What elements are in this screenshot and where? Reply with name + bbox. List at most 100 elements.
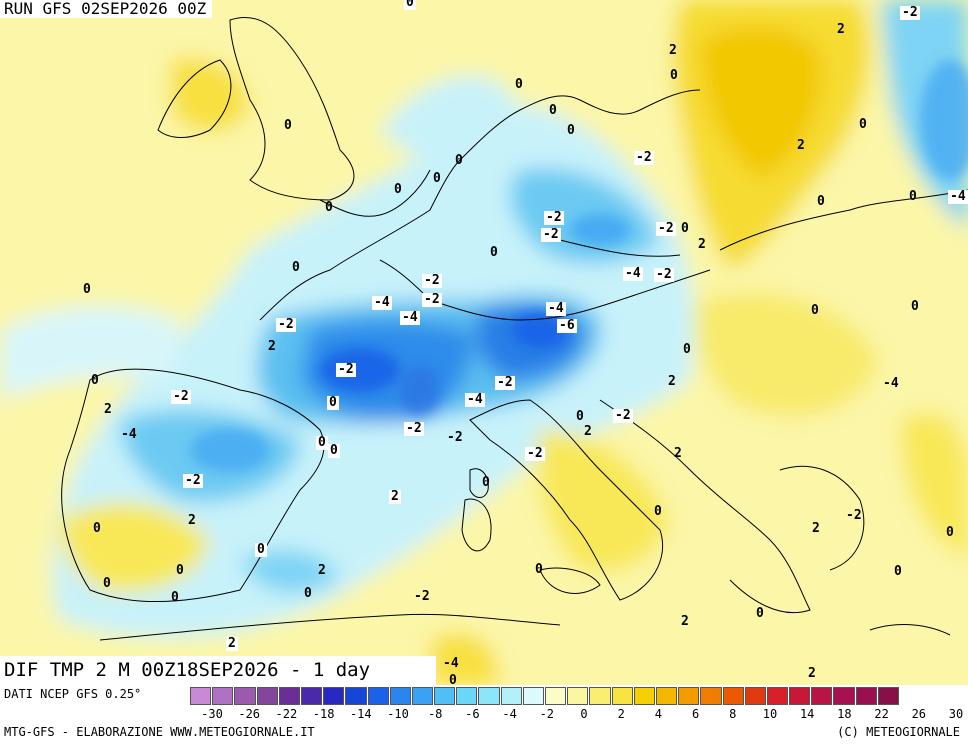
- contour-label: -4: [400, 310, 420, 325]
- color-scale-tick-label: 30: [948, 707, 964, 721]
- color-scale-swatch: [500, 687, 522, 705]
- color-scale-tick-label: -8: [427, 707, 443, 721]
- contour-label: 0: [455, 153, 463, 168]
- contour-label: 2: [584, 424, 592, 439]
- anomaly-detail: [190, 60, 968, 472]
- contour-label: -2: [183, 473, 203, 488]
- data-source-label: DATI NCEP GFS 0.25°: [4, 687, 142, 701]
- color-scale-swatch: [411, 687, 434, 705]
- copyright-label: (C) METEOGIORNALE: [837, 725, 960, 739]
- color-scale-tick-label: 0: [580, 707, 588, 721]
- color-scale-swatch: [367, 687, 389, 705]
- contour-label: -2: [544, 210, 564, 225]
- contour-label: 2: [837, 22, 845, 37]
- contour-label: 2: [226, 636, 238, 651]
- contour-label: 0: [515, 77, 523, 92]
- color-scale-swatch: [278, 687, 300, 705]
- contour-label: -2: [336, 362, 356, 377]
- contour-label: 0: [894, 564, 902, 579]
- coastlines-and-borders: [61, 16, 968, 641]
- contour-label: 0: [946, 525, 954, 540]
- color-scale-ticks: -30 -26 -22 -18 -14 -10 -8 -6 -4 -2 0 2 4 6 8 10 14 18 22 2…: [190, 707, 968, 723]
- color-scale-swatch: [478, 687, 500, 705]
- contour-label: 2: [812, 521, 820, 536]
- contour-label: 0: [433, 171, 441, 186]
- color-scale-swatch: [589, 687, 611, 705]
- color-scale-swatch: [877, 687, 899, 705]
- contour-label: -2: [846, 508, 862, 523]
- color-scale-tick-label: 2: [617, 707, 625, 721]
- contour-label: -6: [557, 318, 577, 333]
- contour-label: -2: [495, 375, 515, 390]
- temperature-anomaly-map: RUN GFS 02SEP2026 00Z 0 -2 2 0 2 0 0 0 0…: [0, 0, 968, 685]
- color-scale-swatch: [811, 687, 833, 705]
- contour-label: -2: [900, 5, 920, 20]
- contour-label: 0: [490, 245, 498, 260]
- contour-label: -2: [656, 221, 676, 236]
- color-scale-swatch: [789, 687, 811, 705]
- contour-label: 0: [817, 194, 825, 209]
- contour-label: -2: [422, 292, 442, 307]
- contour-label: 0: [859, 117, 867, 132]
- color-scale-swatch: [678, 687, 700, 705]
- color-scale-tick-label: 26: [911, 707, 927, 721]
- contour-label: 0: [93, 521, 101, 536]
- color-scale-swatch: [190, 687, 212, 705]
- contour-label: 2: [797, 138, 805, 153]
- color-scale-swatch: [522, 687, 544, 705]
- color-scale-tick-label: 8: [729, 707, 737, 721]
- color-scale-swatch: [456, 687, 478, 705]
- color-scale-swatch: [389, 687, 411, 705]
- contour-label: -2: [525, 446, 545, 461]
- contour-label: -2: [171, 389, 191, 404]
- contour-label: -4: [443, 656, 459, 671]
- color-scale-tick-label: -2: [539, 707, 555, 721]
- contour-label: -2: [422, 273, 442, 288]
- contour-label: -2: [541, 227, 561, 242]
- color-scale-swatch: [633, 687, 655, 705]
- color-scale-tick-label: 6: [691, 707, 700, 721]
- color-scale-tick-label: -10: [387, 707, 409, 721]
- contour-label: 0: [394, 182, 402, 197]
- contour-label: 0: [549, 103, 557, 118]
- contour-label: -4: [623, 266, 643, 281]
- color-scale-tick-label: -4: [502, 707, 517, 721]
- map-canvas: [0, 0, 968, 685]
- contour-label: 0: [681, 221, 689, 236]
- color-scale-swatch: [545, 687, 567, 705]
- color-scale-swatch: [300, 687, 323, 705]
- contour-label: 0: [304, 586, 312, 601]
- contour-label: 0: [670, 68, 678, 83]
- contour-label: 0: [576, 409, 584, 424]
- color-scale-swatch: [855, 687, 877, 705]
- contour-label: 0: [449, 673, 457, 686]
- color-scale-swatch: [833, 687, 855, 705]
- contour-label: 0: [404, 0, 416, 10]
- product-title: DIF TMP 2 M 00Z18SEP2026 - 1 day: [0, 656, 436, 685]
- color-scale-tick-label: -22: [275, 707, 298, 721]
- contour-label: -4: [372, 295, 392, 310]
- contour-label: -4: [121, 427, 137, 442]
- color-scale-tick-label: -6: [465, 707, 480, 721]
- contour-label: 2: [188, 513, 196, 528]
- color-scale-swatch: [611, 687, 633, 705]
- contour-label: 0: [176, 563, 184, 578]
- contour-label: 0: [83, 282, 91, 297]
- contour-label: 0: [683, 342, 691, 357]
- color-scale-swatch: [323, 687, 345, 705]
- contour-label: 2: [674, 446, 682, 461]
- color-scale-tick-label: -14: [349, 707, 372, 721]
- color-scale-swatch: [766, 687, 789, 705]
- contour-label: -4: [948, 189, 968, 204]
- contour-label: -2: [276, 317, 296, 332]
- color-scale-tick-label: 4: [654, 707, 663, 721]
- contour-label: 0: [327, 395, 339, 410]
- color-scale-swatch: [744, 687, 766, 705]
- contour-label: 0: [325, 200, 333, 215]
- contour-label: 0: [535, 562, 543, 577]
- contour-label: -2: [634, 150, 654, 165]
- contour-label: 0: [328, 443, 340, 458]
- legend-footer: DATI NCEP GFS 0.25° -30 -26 -22 -18 -14 -10 -8…: [0, 685, 968, 745]
- contour-label: 2: [698, 237, 706, 252]
- credits-label: MTG-GFS - ELABORAZIONE WWW.METEOGIORNALE…: [4, 725, 315, 739]
